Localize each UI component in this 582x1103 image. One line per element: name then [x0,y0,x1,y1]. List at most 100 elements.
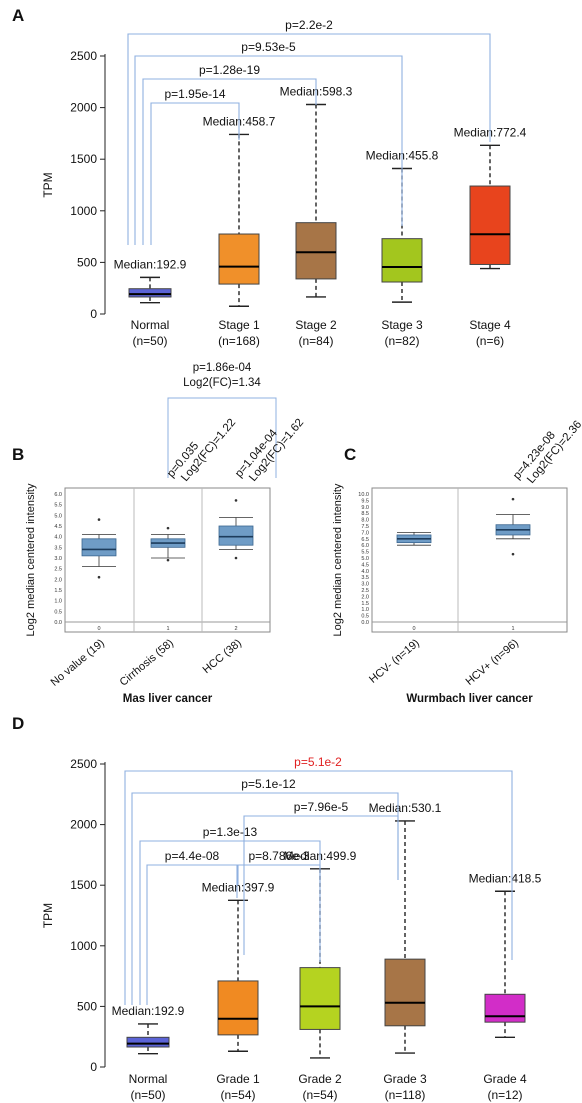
outlier-point [234,556,238,560]
y-tick-label: 3.5 [54,545,62,551]
bracket-line [243,815,399,955]
y-tick-label: 0.0 [54,620,62,626]
p-bracket-0: p=2.2e-2 [127,18,491,245]
bracket-line [131,792,399,1005]
panel-letter: A [12,6,24,25]
y-axis-label: TPM [41,903,55,928]
p-bracket-3: p=1.3e-13 [139,825,321,1005]
y-tick-label: 2.0 [54,577,62,583]
y-tick-label: 6.0 [54,492,62,498]
x-tick-label: Normal [131,318,170,332]
y-tick-label: 6.0 [361,543,369,549]
fc-label: Log2(FC)=1.34 [183,377,261,389]
bracket-line [134,55,403,245]
box-body [299,967,341,1030]
bracket-line [167,397,277,478]
y-tick-label: 2500 [70,49,97,63]
p-value-label: p=7.96e-5 [294,800,349,814]
y-tick-label: 6.5 [361,537,369,543]
box-body [128,288,172,298]
x-tick-count: (n=82) [384,334,419,348]
outlier-point [511,552,515,556]
y-tick-label: 2000 [70,101,97,115]
y-tick-label: 0.5 [361,614,369,620]
p-value-label: p=1.28e-19 [199,63,260,77]
p-value-label: p=9.53e-5 [241,40,296,54]
box-4: Median:418.5 Grade 4 (n=12) [469,871,542,1102]
p-bracket-5: p=8.786e-3 [237,849,321,885]
x-tick-label: No value (19) [49,637,107,689]
y-tick-label: 9.5 [361,498,369,504]
y-tick-label: 500 [77,999,97,1013]
group-index: 0 [412,626,415,632]
group-index: 0 [97,626,100,632]
y-tick-label: 5.0 [361,556,369,562]
p-bracket-2: p=7.96e-5 [243,800,399,955]
p-value-label: p=1.95e-14 [164,87,225,101]
y-tick-label: 2.5 [54,567,62,573]
y-axis-label: TPM [41,172,55,197]
x-tick-count: (n=50) [130,1088,165,1102]
y-tick-label: 8.0 [361,518,369,524]
median-label: Median:418.5 [469,871,542,885]
y-axis-label: Log2 median centered intensity [25,483,37,636]
y-tick-label: 3.0 [54,556,62,562]
y-tick-label: 7.5 [361,524,369,530]
y-tick-label: 1.5 [54,588,62,594]
p-bracket-4: p=4.4e-08 [146,849,238,1005]
y-tick-label: 0 [90,307,97,321]
panel-letter: B [12,445,24,464]
box-body [81,538,117,557]
outlier-point [166,558,170,562]
p-bracket-3: p=1.95e-14 [150,87,240,245]
p-value-label: p=1.3e-13 [203,825,258,839]
outlier-point [511,497,515,501]
x-tick-count: (n=168) [218,334,260,348]
box-3: Median:530.1 Grade 3 (n=118) [369,801,442,1102]
box-body [384,958,426,1027]
box-body [218,233,260,285]
y-tick-label: 5.5 [54,503,62,509]
p-bracket-0: p=5.1e-2 [124,755,513,1005]
box-body [484,993,526,1023]
median-label: Median:192.9 [112,1004,185,1018]
y-tick-label: 1500 [70,878,97,892]
x-tick-count: (n=54) [302,1088,337,1102]
x-tick-count: (n=84) [298,334,333,348]
panel-c: 0.00.51.01.52.02.53.03.54.04.55.05.56.06… [332,419,582,705]
y-tick-label: 1.0 [361,607,369,613]
x-tick-label: Cirrhosis (58) [118,637,176,689]
box-0: Median:192.9 Normal (n=50) [112,1004,185,1102]
y-tick-label: 5.0 [54,513,62,519]
y-axis-label: Log2 median centered intensity [332,483,344,636]
median-label: Median:530.1 [369,801,442,815]
y-tick-label: 4.0 [54,535,62,541]
panel-letter: D [12,714,24,733]
outlier-point [166,526,170,530]
y-tick-label: 4.5 [361,562,369,568]
x-tick-label: HCV- (n=19) [367,637,422,686]
x-axis-title: Mas liver cancer [123,693,213,705]
group-index: 1 [166,626,169,632]
y-tick-label: 8.5 [361,511,369,517]
outlier-point [97,518,101,521]
box-1: Median:397.9 Grade 1 (n=54) [202,880,275,1102]
p-value-label: p=8.786e-3 [248,849,309,863]
x-tick-label: Stage 1 [218,318,260,332]
box-0: Median:192.9 Normal (n=50) [114,257,187,348]
bracket-line [139,840,321,1005]
x-tick-label: Stage 3 [381,318,423,332]
box-body [217,980,259,1036]
y-tick-label: 2500 [70,757,97,771]
box-body [295,222,337,280]
x-tick-label: Grade 4 [483,1072,527,1086]
p-value-label: p=4.4e-08 [165,849,220,863]
bracket-line [142,78,317,245]
x-tick-count: (n=50) [132,334,167,348]
x-tick-label: HCC (38) [201,637,244,676]
x-tick-label: HCV+ (n=96) [464,637,521,688]
